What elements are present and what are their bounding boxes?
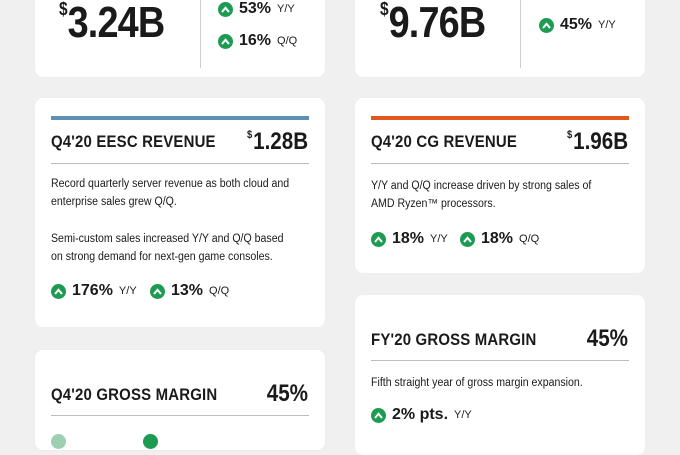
divider bbox=[200, 0, 201, 68]
up-arrow-icon bbox=[143, 434, 158, 449]
stat-partial bbox=[51, 434, 72, 449]
up-arrow-icon bbox=[371, 407, 386, 423]
description-1: Fifth straight year of gross margin expa… bbox=[371, 377, 583, 389]
stat-qq: 16% Q/Q bbox=[218, 32, 297, 50]
stat-yy: 2% pts. Y/Y bbox=[371, 406, 472, 424]
divider bbox=[520, 0, 521, 68]
up-arrow-icon bbox=[371, 231, 386, 247]
stat-yy: 176% Y/Y bbox=[51, 282, 137, 300]
accent-bar bbox=[371, 116, 629, 120]
stat-yy: 45% Y/Y bbox=[539, 16, 616, 34]
divider bbox=[51, 163, 309, 164]
currency-symbol: $ bbox=[59, 0, 68, 19]
up-arrow-icon bbox=[218, 33, 233, 49]
stat-yy: 53% Y/Y bbox=[218, 0, 295, 18]
currency-symbol: $ bbox=[380, 0, 389, 19]
stat-qq: 18% Q/Q bbox=[460, 230, 539, 248]
card-q4-gross-margin: Q4'20 GROSS MARGIN 45% bbox=[35, 350, 325, 450]
divider bbox=[371, 360, 629, 361]
description-2: Semi-custom sales increased Y/Y and Q/Q … bbox=[51, 233, 284, 263]
revenue-amount: $3.24B bbox=[59, 0, 165, 47]
card-title: Q4'20 CG REVENUE bbox=[371, 132, 518, 151]
stat-qq: 13% Q/Q bbox=[150, 282, 229, 300]
card-revenue-top-right: $9.76B 45% Y/Y bbox=[355, 0, 645, 77]
up-arrow-icon bbox=[218, 1, 233, 17]
card-title: Q4'20 GROSS MARGIN bbox=[51, 385, 218, 404]
card-value: 45% bbox=[266, 380, 308, 407]
description-1: Record quarterly server revenue as both … bbox=[51, 178, 290, 208]
card-value: 45% bbox=[586, 325, 628, 352]
card-title: Q4'20 EESC REVENUE bbox=[51, 132, 216, 151]
card-title: FY'20 GROSS MARGIN bbox=[371, 330, 537, 349]
stat-yy: 18% Y/Y bbox=[371, 230, 448, 248]
card-revenue-top-left: $3.24B 53% Y/Y 16% Q/Q bbox=[35, 0, 325, 77]
up-arrow-icon bbox=[539, 17, 554, 33]
divider bbox=[51, 415, 309, 416]
card-cg-revenue: Q4'20 CG REVENUE $1.96B Y/Y and Q/Q incr… bbox=[355, 98, 645, 273]
card-value: $1.96B bbox=[566, 128, 628, 155]
accent-bar bbox=[51, 116, 309, 120]
up-arrow-icon bbox=[51, 283, 66, 299]
stat-partial bbox=[143, 434, 164, 449]
card-value: $1.28B bbox=[246, 128, 308, 155]
card-eesc-revenue: Q4'20 EESC REVENUE $1.28B Record quarter… bbox=[35, 98, 325, 327]
up-arrow-icon bbox=[460, 231, 475, 247]
up-arrow-icon bbox=[150, 283, 165, 299]
up-arrow-icon bbox=[51, 434, 66, 449]
divider bbox=[371, 163, 629, 164]
description-1: Y/Y and Q/Q increase driven by strong sa… bbox=[371, 180, 592, 210]
revenue-amount: $9.76B bbox=[380, 0, 486, 47]
card-fy-gross-margin: FY'20 GROSS MARGIN 45% Fifth straight ye… bbox=[355, 295, 645, 455]
